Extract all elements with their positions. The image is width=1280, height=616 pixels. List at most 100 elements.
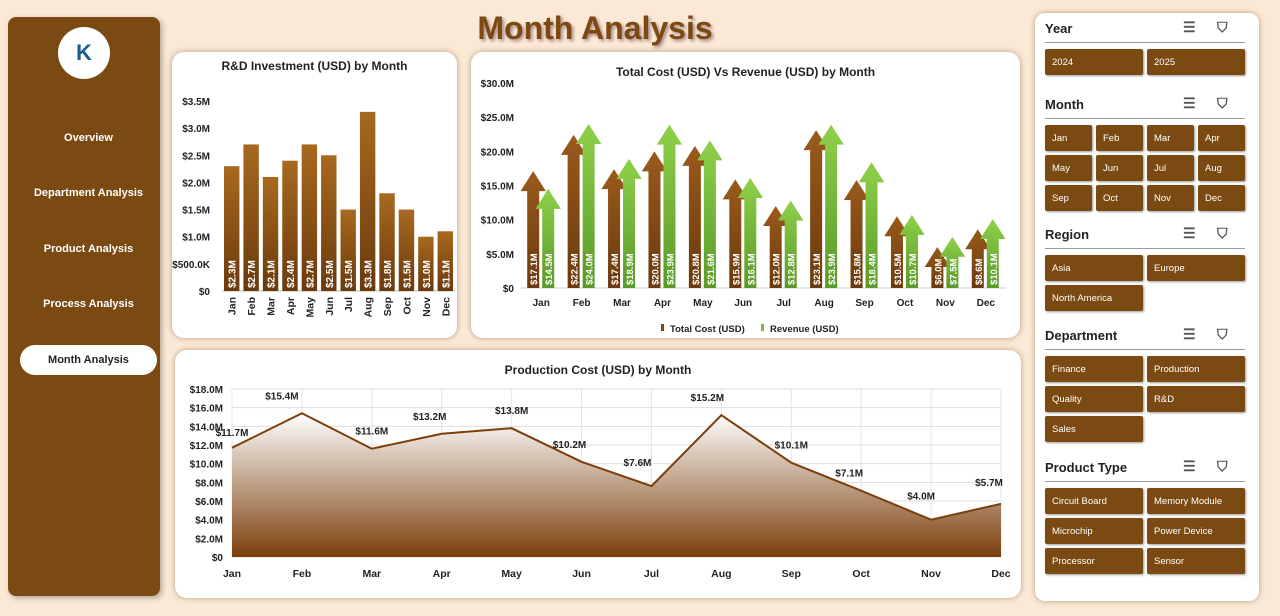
bar bbox=[359, 111, 376, 291]
y-tick-label: $3.5M bbox=[182, 97, 210, 108]
slicer-header: Product Type ☰ ⛉ bbox=[1045, 458, 1245, 482]
slicer-item[interactable]: 2025 bbox=[1147, 49, 1245, 75]
y-tick-label: $6.0M bbox=[195, 497, 223, 508]
data-label: $15.4M bbox=[265, 391, 298, 402]
total-cost-arrow bbox=[601, 169, 627, 288]
rd-chart: $0 $500.0K $1.0M $1.5M $2.0M $2.5M $3.0M $3.5M $… bbox=[172, 97, 455, 317]
multi-select-icon[interactable]: ☰ bbox=[1183, 326, 1196, 342]
slicer-item[interactable]: Dec bbox=[1198, 185, 1245, 211]
slicer-item[interactable]: Processor bbox=[1045, 548, 1143, 574]
chart-title: R&D Investment (USD) by Month bbox=[221, 59, 408, 73]
data-label: $2.7M bbox=[247, 260, 258, 288]
y-tick-label: $14.0M bbox=[190, 422, 223, 433]
y-tick-label: $20.0M bbox=[481, 147, 514, 158]
multi-select-icon[interactable]: ☰ bbox=[1183, 95, 1196, 111]
slicer-item[interactable]: Nov bbox=[1147, 185, 1194, 211]
nav-product-analysis[interactable]: Product Analysis bbox=[43, 243, 134, 255]
slicer-item[interactable]: Memory Module bbox=[1147, 488, 1245, 514]
y-tick-label: $25.0M bbox=[481, 113, 514, 124]
slicer-region: Region ☰ ⛉ Asia Europe North America bbox=[1045, 225, 1245, 311]
slicer-item[interactable]: May bbox=[1045, 155, 1092, 181]
slicer-item[interactable]: 2024 bbox=[1045, 49, 1143, 75]
slicer-item[interactable]: Apr bbox=[1198, 125, 1245, 151]
data-label: $23.9M bbox=[827, 253, 838, 285]
nav-department-analysis[interactable]: Department Analysis bbox=[33, 187, 144, 199]
slicer-header: Year ☰ ⛉ bbox=[1045, 19, 1245, 43]
slicer-item[interactable]: Quality bbox=[1045, 386, 1143, 412]
slicer-item[interactable]: Europe bbox=[1147, 255, 1245, 281]
slicer-item[interactable]: Jul bbox=[1147, 155, 1194, 181]
slicer-header: Region ☰ ⛉ bbox=[1045, 225, 1245, 249]
y-tick-label: $10.0M bbox=[190, 460, 223, 471]
clear-filter-icon[interactable]: ⛉ bbox=[1217, 19, 1228, 35]
x-tick-label: Jun bbox=[572, 568, 591, 580]
slicer-item[interactable]: Production bbox=[1147, 356, 1245, 382]
data-label: $18.9M bbox=[625, 253, 636, 285]
data-label: $24.0M bbox=[585, 253, 596, 285]
slicer-item[interactable]: Jun bbox=[1096, 155, 1143, 181]
slicer-month: Month ☰ ⛉ Jan Feb Mar Apr May Jun Jul Aug Sep Oct Nov… bbox=[1045, 95, 1245, 211]
y-tick-label: $0 bbox=[503, 284, 515, 295]
slicer-item[interactable]: Sensor bbox=[1147, 548, 1245, 574]
x-tick-label: Oct bbox=[897, 298, 914, 309]
revenue-arrow bbox=[656, 124, 683, 288]
y-tick-label: $500.0K bbox=[172, 260, 211, 271]
data-label: $14.5M bbox=[544, 253, 555, 285]
slicer-item[interactable]: Mar bbox=[1147, 125, 1194, 151]
data-label: $22.4M bbox=[570, 253, 581, 285]
nav-overview[interactable]: Overview bbox=[64, 132, 113, 144]
data-label: $16.1M bbox=[746, 253, 757, 285]
clear-filter-icon[interactable]: ⛉ bbox=[1217, 458, 1228, 474]
slicer-item[interactable]: Sep bbox=[1045, 185, 1092, 211]
slicer-item[interactable]: Circuit Board bbox=[1045, 488, 1143, 514]
y-tick-label: $2.0M bbox=[195, 534, 223, 545]
data-label: $6.0M bbox=[933, 259, 944, 285]
x-tick-label: Apr bbox=[285, 297, 297, 315]
revenue-arrow bbox=[535, 188, 561, 288]
nav-process-analysis[interactable]: Process Analysis bbox=[43, 298, 134, 310]
x-tick-label: Apr bbox=[433, 568, 451, 580]
x-tick-label: Jul bbox=[343, 297, 355, 312]
bar bbox=[301, 144, 318, 291]
revenue-arrow bbox=[737, 177, 763, 288]
area-fill bbox=[232, 413, 1001, 557]
multi-select-icon[interactable]: ☰ bbox=[1183, 19, 1196, 35]
slicer-item[interactable]: Asia bbox=[1045, 255, 1143, 281]
data-label: $15.2M bbox=[691, 393, 724, 404]
rd-chart-card: R&D Investment (USD) by Month $0 $500.0K $… bbox=[172, 52, 457, 338]
x-tick-label: Dec bbox=[991, 568, 1010, 580]
slicer-title: Region bbox=[1045, 227, 1090, 242]
x-tick-label: Nov bbox=[421, 297, 433, 317]
slicer-item[interactable]: Oct bbox=[1096, 185, 1143, 211]
slicer-item[interactable]: Aug bbox=[1198, 155, 1245, 181]
slicer-item[interactable]: Finance bbox=[1045, 356, 1143, 382]
multi-select-icon[interactable]: ☰ bbox=[1183, 458, 1196, 474]
total-cost-arrow bbox=[763, 206, 789, 288]
slicer-item[interactable]: Microchip bbox=[1045, 518, 1143, 544]
clear-filter-icon[interactable]: ⛉ bbox=[1217, 225, 1228, 241]
slicer-item[interactable]: Jan bbox=[1045, 125, 1092, 151]
nav-month-analysis[interactable]: Month Analysis bbox=[20, 345, 157, 375]
slicer-item[interactable]: North America bbox=[1045, 285, 1143, 311]
y-tick-label: $8.0M bbox=[195, 478, 223, 489]
revenue-arrow bbox=[939, 236, 966, 288]
slicer-item[interactable]: R&D bbox=[1147, 386, 1245, 412]
x-tick-label: Dec bbox=[440, 297, 452, 316]
slicer-title: Product Type bbox=[1045, 460, 1128, 475]
chart-title: Production Cost (USD) by Month bbox=[504, 363, 692, 377]
bar bbox=[243, 144, 259, 291]
slicer-item[interactable]: Sales bbox=[1045, 416, 1143, 442]
clear-filter-icon[interactable]: ⛉ bbox=[1217, 95, 1228, 111]
multi-select-icon[interactable]: ☰ bbox=[1183, 225, 1196, 241]
clear-filter-icon[interactable]: ⛉ bbox=[1217, 326, 1228, 342]
revenue-arrow bbox=[858, 162, 885, 288]
bar bbox=[340, 209, 356, 291]
data-label: $10.7M bbox=[908, 253, 919, 285]
slicer-item[interactable]: Feb bbox=[1096, 125, 1143, 151]
total-cost-arrow bbox=[560, 134, 587, 288]
x-tick-label: Sep bbox=[782, 568, 801, 580]
data-label: $13.2M bbox=[413, 412, 446, 423]
slicer-item[interactable]: Power Device bbox=[1147, 518, 1245, 544]
slicer-title: Year bbox=[1045, 21, 1073, 36]
data-label: $20.0M bbox=[650, 253, 661, 285]
